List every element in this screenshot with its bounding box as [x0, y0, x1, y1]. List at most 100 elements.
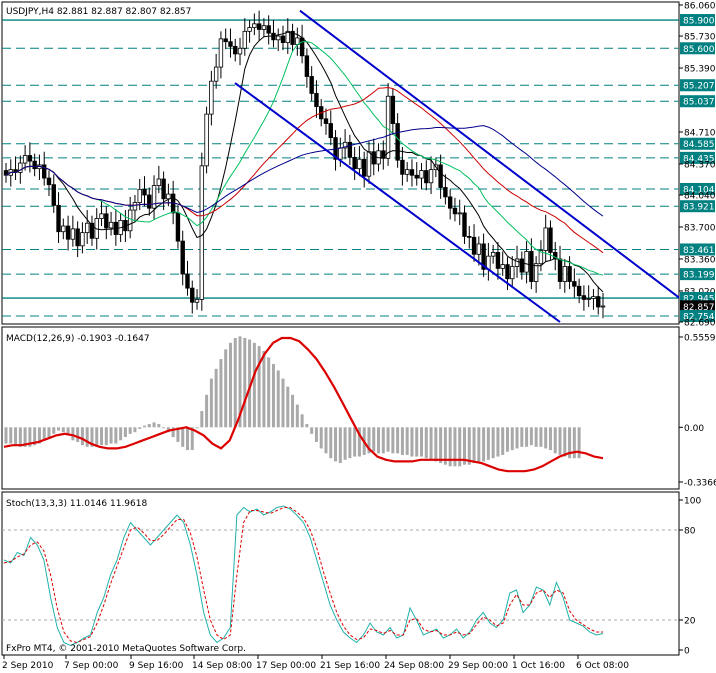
candle-body — [524, 251, 529, 273]
stoch-panel — [1, 491, 680, 656]
candle-body — [247, 27, 252, 32]
macd-histogram-bar — [458, 427, 462, 467]
macd-tick-label: 0.5559 — [684, 334, 716, 344]
price-level-label: 82.754 — [683, 312, 715, 322]
macd-histogram-bar — [300, 414, 304, 428]
candle-body — [352, 156, 357, 170]
macd-histogram-bar — [114, 427, 118, 444]
candle-body — [328, 123, 333, 139]
moving-average-line — [5, 31, 604, 293]
price-level-label: 83.921 — [683, 203, 715, 213]
macd-histogram-bar — [195, 427, 199, 429]
price-panel-title: USDJPY,H4 82.881 82.887 82.807 82.857 — [6, 7, 191, 17]
candle-body — [51, 184, 56, 206]
stoch-tick-label: 100 — [684, 497, 701, 507]
candle-body — [27, 155, 33, 162]
macd-histogram-bar — [400, 427, 404, 455]
candle-body — [108, 221, 114, 229]
macd-histogram-bar — [28, 427, 32, 447]
macd-histogram-bar — [85, 427, 89, 447]
candle-body — [490, 251, 496, 257]
price-level-tag — [680, 309, 715, 322]
macd-histogram-bar — [448, 427, 452, 467]
macd-histogram-bar — [109, 427, 113, 444]
candle-body — [204, 113, 209, 167]
candle-body — [457, 212, 462, 215]
price-tick-label: 83.360 — [684, 255, 716, 265]
stoch-tick-label: 20 — [684, 617, 696, 627]
candle-body — [400, 159, 405, 175]
candle-body — [209, 80, 214, 115]
macd-histogram-bar — [9, 427, 13, 444]
candle-body — [567, 266, 572, 282]
price-level-tag — [680, 42, 715, 55]
candle-body — [194, 299, 200, 303]
price-level-tag — [680, 14, 715, 27]
candle-body — [572, 281, 577, 287]
price-tick-label: 84.710 — [684, 128, 716, 138]
macd-histogram-bar — [224, 349, 228, 428]
macd-histogram-bar — [462, 427, 466, 465]
price-level-label: 84.585 — [683, 140, 715, 150]
candle-body — [161, 178, 166, 200]
macd-histogram-bar — [90, 427, 94, 447]
candle-body — [213, 66, 219, 82]
macd-histogram-bar — [453, 427, 457, 467]
macd-histogram-bar — [219, 359, 223, 428]
macd-histogram-bar — [520, 427, 524, 447]
candle-body — [481, 243, 486, 270]
macd-histogram-bar — [429, 427, 433, 460]
macd-histogram-bar — [482, 427, 486, 462]
macd-histogram-bar — [14, 427, 18, 446]
macd-histogram-bar — [33, 427, 37, 446]
candle-body — [156, 178, 162, 187]
candle-body — [84, 222, 90, 234]
macd-histogram-bar — [539, 427, 543, 447]
candle-body — [495, 251, 501, 269]
macd-histogram-bar — [525, 427, 529, 447]
price-level-label: 83.461 — [683, 246, 715, 256]
candle-body — [395, 123, 400, 161]
macd-histogram-bar — [415, 427, 419, 457]
macd-histogram-bar — [577, 427, 581, 459]
macd-histogram-bar — [123, 427, 127, 438]
macd-tick-label: -0.3366 — [684, 479, 716, 489]
time-tick-label: 2 Sep 2010 — [2, 661, 54, 671]
time-tick-label: 9 Sep 16:00 — [129, 661, 184, 671]
stoch-tick-label: 0 — [684, 647, 690, 657]
macd-histogram-bar — [128, 427, 132, 434]
price-tick-label: 86.060 — [684, 2, 716, 12]
price-tick-label: 84.040 — [684, 192, 716, 202]
macd-histogram-bar — [501, 427, 505, 455]
macd-panel-title: MACD(12,26,9) -0.1903 -0.1647 — [6, 334, 150, 344]
candle-body — [252, 23, 257, 28]
candle-body — [447, 196, 453, 209]
candle-body — [299, 37, 305, 57]
macd-histogram-bar — [286, 386, 290, 428]
candle-body — [132, 202, 138, 211]
candle-body — [99, 213, 104, 219]
price-tick-label: 83.700 — [684, 223, 716, 233]
candle-body — [596, 296, 601, 308]
macd-histogram-bar — [190, 427, 194, 451]
candle-body — [385, 95, 391, 159]
candle-body — [347, 141, 353, 158]
macd-histogram-bar — [353, 427, 357, 457]
candle-body — [94, 218, 99, 239]
candle-body — [519, 258, 525, 273]
price-level-label: 82.945 — [683, 295, 715, 305]
stoch-panel-title: Stoch(13,3,3) 11.0146 11.9618 — [6, 499, 147, 509]
macd-histogram-bar — [548, 427, 552, 451]
candle-body — [557, 258, 563, 282]
candle-body — [304, 55, 310, 77]
macd-histogram-bar — [233, 337, 237, 428]
price-level-label: 85.037 — [683, 98, 715, 108]
candle-body — [46, 177, 52, 186]
price-level-tag — [680, 95, 715, 108]
macd-histogram-bar — [377, 427, 381, 454]
macd-histogram-bar — [515, 427, 519, 449]
macd-histogram-bar — [343, 427, 347, 460]
macd-histogram-bar — [152, 422, 156, 428]
candle-body — [404, 169, 410, 175]
